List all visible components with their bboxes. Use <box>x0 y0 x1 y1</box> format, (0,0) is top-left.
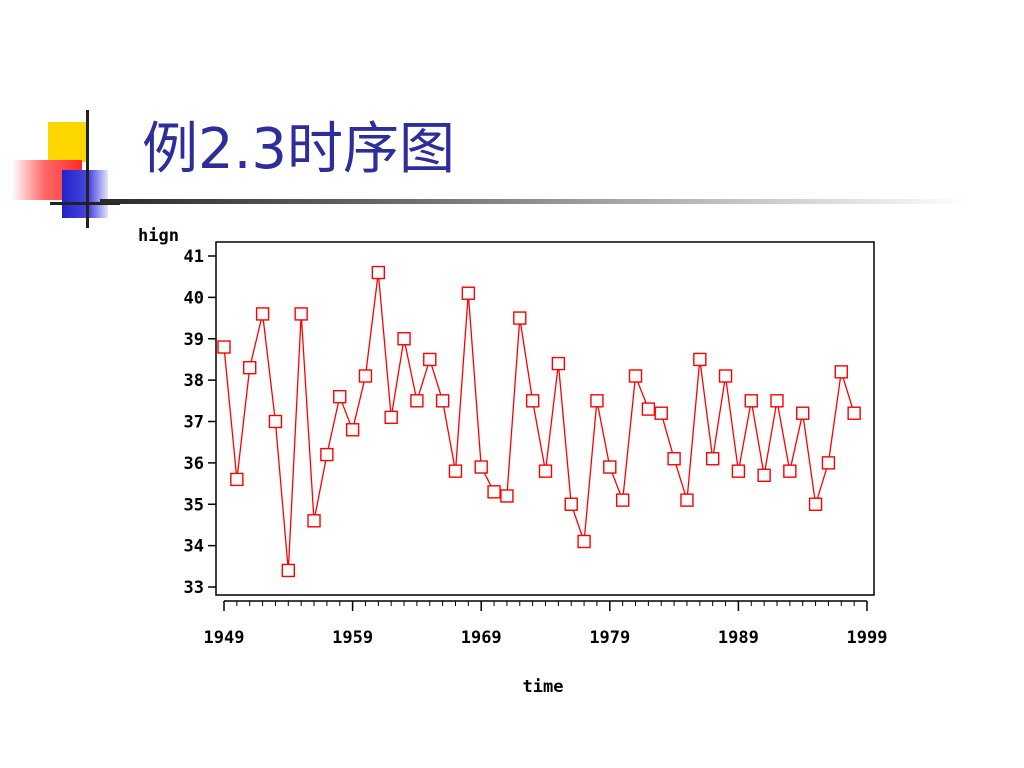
x-tick-label: 1959 <box>332 628 373 648</box>
series-markers <box>217 265 861 578</box>
data-point <box>230 472 244 487</box>
data-point <box>217 340 231 354</box>
data-point <box>847 406 861 420</box>
data-point <box>770 394 784 408</box>
logo-vertical-line <box>86 110 89 228</box>
y-tick-label: 35 <box>184 495 204 515</box>
data-point <box>513 311 527 325</box>
data-point <box>268 414 283 429</box>
y-axis: 33 34 35 36 37 38 39 40 41 <box>184 247 216 598</box>
y-tick-label: 39 <box>184 330 204 350</box>
x-axis: 1949 1959 1969 1979 1989 1999 <box>204 600 888 648</box>
data-point <box>577 534 591 549</box>
data-point <box>718 369 733 383</box>
data-point <box>448 464 463 478</box>
logo-yellow-square <box>48 122 86 162</box>
y-tick-label: 41 <box>184 247 204 267</box>
x-tick-label: 1949 <box>204 628 245 648</box>
y-tick-label: 36 <box>184 454 204 474</box>
data-point <box>320 447 334 462</box>
data-point <box>757 468 771 482</box>
title-underline <box>100 199 970 204</box>
data-point <box>808 497 823 511</box>
data-point <box>243 361 257 375</box>
data-point <box>371 265 386 280</box>
x-tick-label: 1969 <box>461 628 502 648</box>
plot-frame <box>215 241 875 596</box>
data-point <box>538 464 553 478</box>
data-point <box>487 485 501 499</box>
logo-blue-square <box>62 170 108 218</box>
data-point <box>834 365 848 379</box>
data-point <box>500 489 514 503</box>
logo-horizontal-line <box>50 202 120 205</box>
data-point <box>358 369 373 383</box>
data-point <box>641 402 656 416</box>
y-tick-label: 37 <box>184 413 204 433</box>
data-point <box>551 356 566 371</box>
slide-logo <box>0 100 140 230</box>
data-point <box>255 307 270 321</box>
data-point <box>294 307 308 321</box>
x-tick-label: 1999 <box>847 628 888 648</box>
data-point <box>628 369 643 383</box>
data-point <box>435 394 450 408</box>
y-tick-label: 34 <box>184 537 204 557</box>
y-tick-label: 33 <box>184 578 204 598</box>
data-point <box>307 514 321 528</box>
data-point <box>474 460 488 474</box>
data-point <box>615 493 630 507</box>
data-point <box>423 352 437 367</box>
data-point <box>410 394 424 408</box>
data-point <box>603 460 617 474</box>
slide-title: 例2.3时序图 <box>142 117 456 182</box>
data-point <box>705 452 720 466</box>
data-point <box>667 452 681 466</box>
data-point <box>384 410 398 425</box>
data-point <box>333 389 347 404</box>
data-point <box>821 456 836 470</box>
data-point <box>525 394 540 408</box>
y-tick-label: 38 <box>184 371 204 391</box>
data-point <box>693 352 707 367</box>
data-point <box>590 394 604 408</box>
data-point <box>564 497 578 511</box>
data-point <box>461 286 476 300</box>
x-axis-label: time <box>523 677 564 697</box>
data-point <box>654 406 668 420</box>
data-point <box>397 332 411 346</box>
data-point <box>345 423 360 437</box>
data-point <box>796 406 810 420</box>
data-point <box>744 394 758 408</box>
series-line <box>223 272 855 571</box>
y-tick-label: 40 <box>184 288 204 308</box>
y-axis-label: hign <box>138 226 179 246</box>
data-point <box>731 464 746 478</box>
data-point <box>680 493 694 507</box>
data-point <box>281 563 295 578</box>
data-point <box>783 464 797 478</box>
x-tick-label: 1989 <box>718 628 759 648</box>
x-tick-label: 1979 <box>589 628 630 648</box>
